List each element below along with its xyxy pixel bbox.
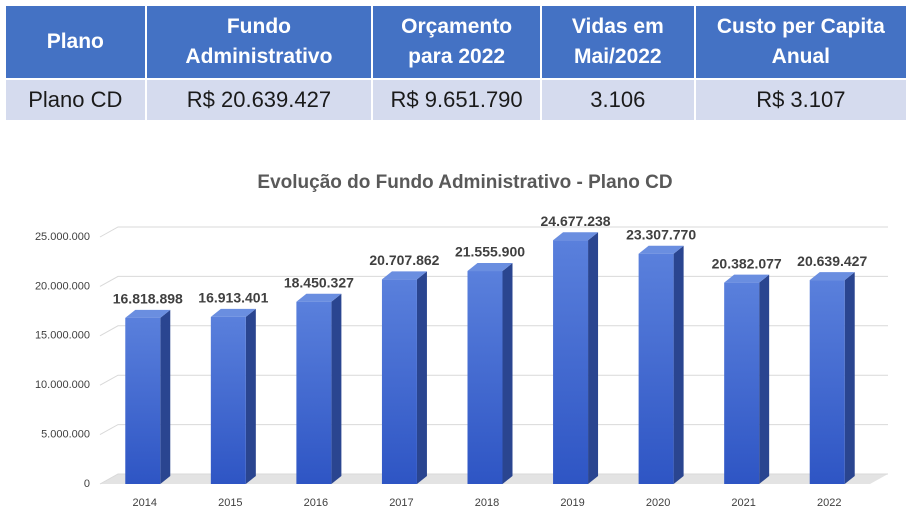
grid-line xyxy=(99,325,888,337)
bar-side xyxy=(331,293,342,484)
header-row: Plano Fundo Administrativo Orçamento para … xyxy=(4,4,909,80)
x-tick-label: 2014 xyxy=(133,497,157,509)
x-tick-label: 2020 xyxy=(646,497,670,509)
data-label: 18.450.327 xyxy=(284,274,354,290)
table-body: Plano CD R$ 20.639.427 R$ 9.651.790 3.106 R$… xyxy=(4,78,909,122)
y-tick-label: 0 xyxy=(84,478,90,490)
bar xyxy=(638,253,674,484)
data-label: 23.307.770 xyxy=(626,226,696,242)
data-label: 16.818.898 xyxy=(113,291,183,307)
grid-line xyxy=(99,374,888,386)
bar-top xyxy=(381,271,427,280)
bar-side xyxy=(588,232,599,484)
data-label: 21.555.900 xyxy=(455,244,525,260)
x-tick-label: 2021 xyxy=(731,497,755,509)
grid-line xyxy=(99,473,888,485)
grid-line xyxy=(99,424,888,436)
data-label: 20.382.077 xyxy=(712,255,782,271)
table-row: Plano CD R$ 20.639.427 R$ 9.651.790 3.106 R$… xyxy=(4,78,909,122)
bar-top xyxy=(724,274,770,283)
header-cell: Fundo Administrativo xyxy=(144,4,374,80)
bar-top xyxy=(809,272,855,281)
bar xyxy=(467,271,503,484)
table-cell: R$ 3.107 xyxy=(693,78,909,122)
x-tick-label: 2017 xyxy=(389,497,413,509)
bar-side xyxy=(673,245,684,484)
bar xyxy=(724,282,760,484)
bar-side xyxy=(844,272,855,484)
bar-top xyxy=(638,245,684,254)
bar-side xyxy=(416,271,427,484)
bar xyxy=(296,301,332,484)
table-cell: R$ 9.651.790 xyxy=(371,78,542,122)
header-cell: Plano xyxy=(4,4,147,80)
table-cell: Plano CD xyxy=(4,78,147,122)
bar xyxy=(553,240,589,484)
summary-table: Plano Fundo Administrativo Orçamento para … xyxy=(4,4,909,122)
bar-side xyxy=(245,308,256,484)
chart-title: Evolução do Fundo Administrativo - Plano… xyxy=(257,172,672,193)
x-tick-label: 2016 xyxy=(304,497,328,509)
bar xyxy=(210,316,246,484)
y-tick-label: 25.000.000 xyxy=(35,231,90,243)
bar-top xyxy=(553,232,599,241)
bar-side xyxy=(502,263,513,484)
data-label: 24.677.238 xyxy=(541,213,611,229)
y-tick-label: 5.000.000 xyxy=(41,429,90,441)
x-tick-label: 2018 xyxy=(475,497,499,509)
data-label: 20.707.862 xyxy=(369,252,439,268)
bar-side xyxy=(160,309,171,484)
header-cell: Custo per Capita Anual xyxy=(693,4,909,80)
table-cell: R$ 20.639.427 xyxy=(144,78,374,122)
bar-top xyxy=(210,308,256,317)
data-label: 16.913.401 xyxy=(198,290,268,306)
x-tick-label: 2015 xyxy=(218,497,242,509)
grid-line xyxy=(99,226,888,238)
y-tick-label: 20.000.000 xyxy=(35,280,90,292)
bar-side xyxy=(759,274,770,484)
x-tick-label: 2019 xyxy=(560,497,584,509)
bar xyxy=(381,279,417,484)
bar xyxy=(125,317,161,484)
bar-top xyxy=(125,309,171,318)
table-cell: 3.106 xyxy=(539,78,696,122)
x-tick-label: 2022 xyxy=(817,497,841,509)
y-tick-label: 10.000.000 xyxy=(35,379,90,391)
y-tick-label: 15.000.000 xyxy=(35,330,90,342)
bar-top xyxy=(467,263,513,272)
bar xyxy=(809,280,845,484)
data-label: 20.639.427 xyxy=(797,253,867,269)
header-cell: Orçamento para 2022 xyxy=(371,4,542,80)
grid-line xyxy=(99,275,888,287)
header-cell: Vidas em Mai/2022 xyxy=(539,4,696,80)
bar-top xyxy=(296,293,342,302)
